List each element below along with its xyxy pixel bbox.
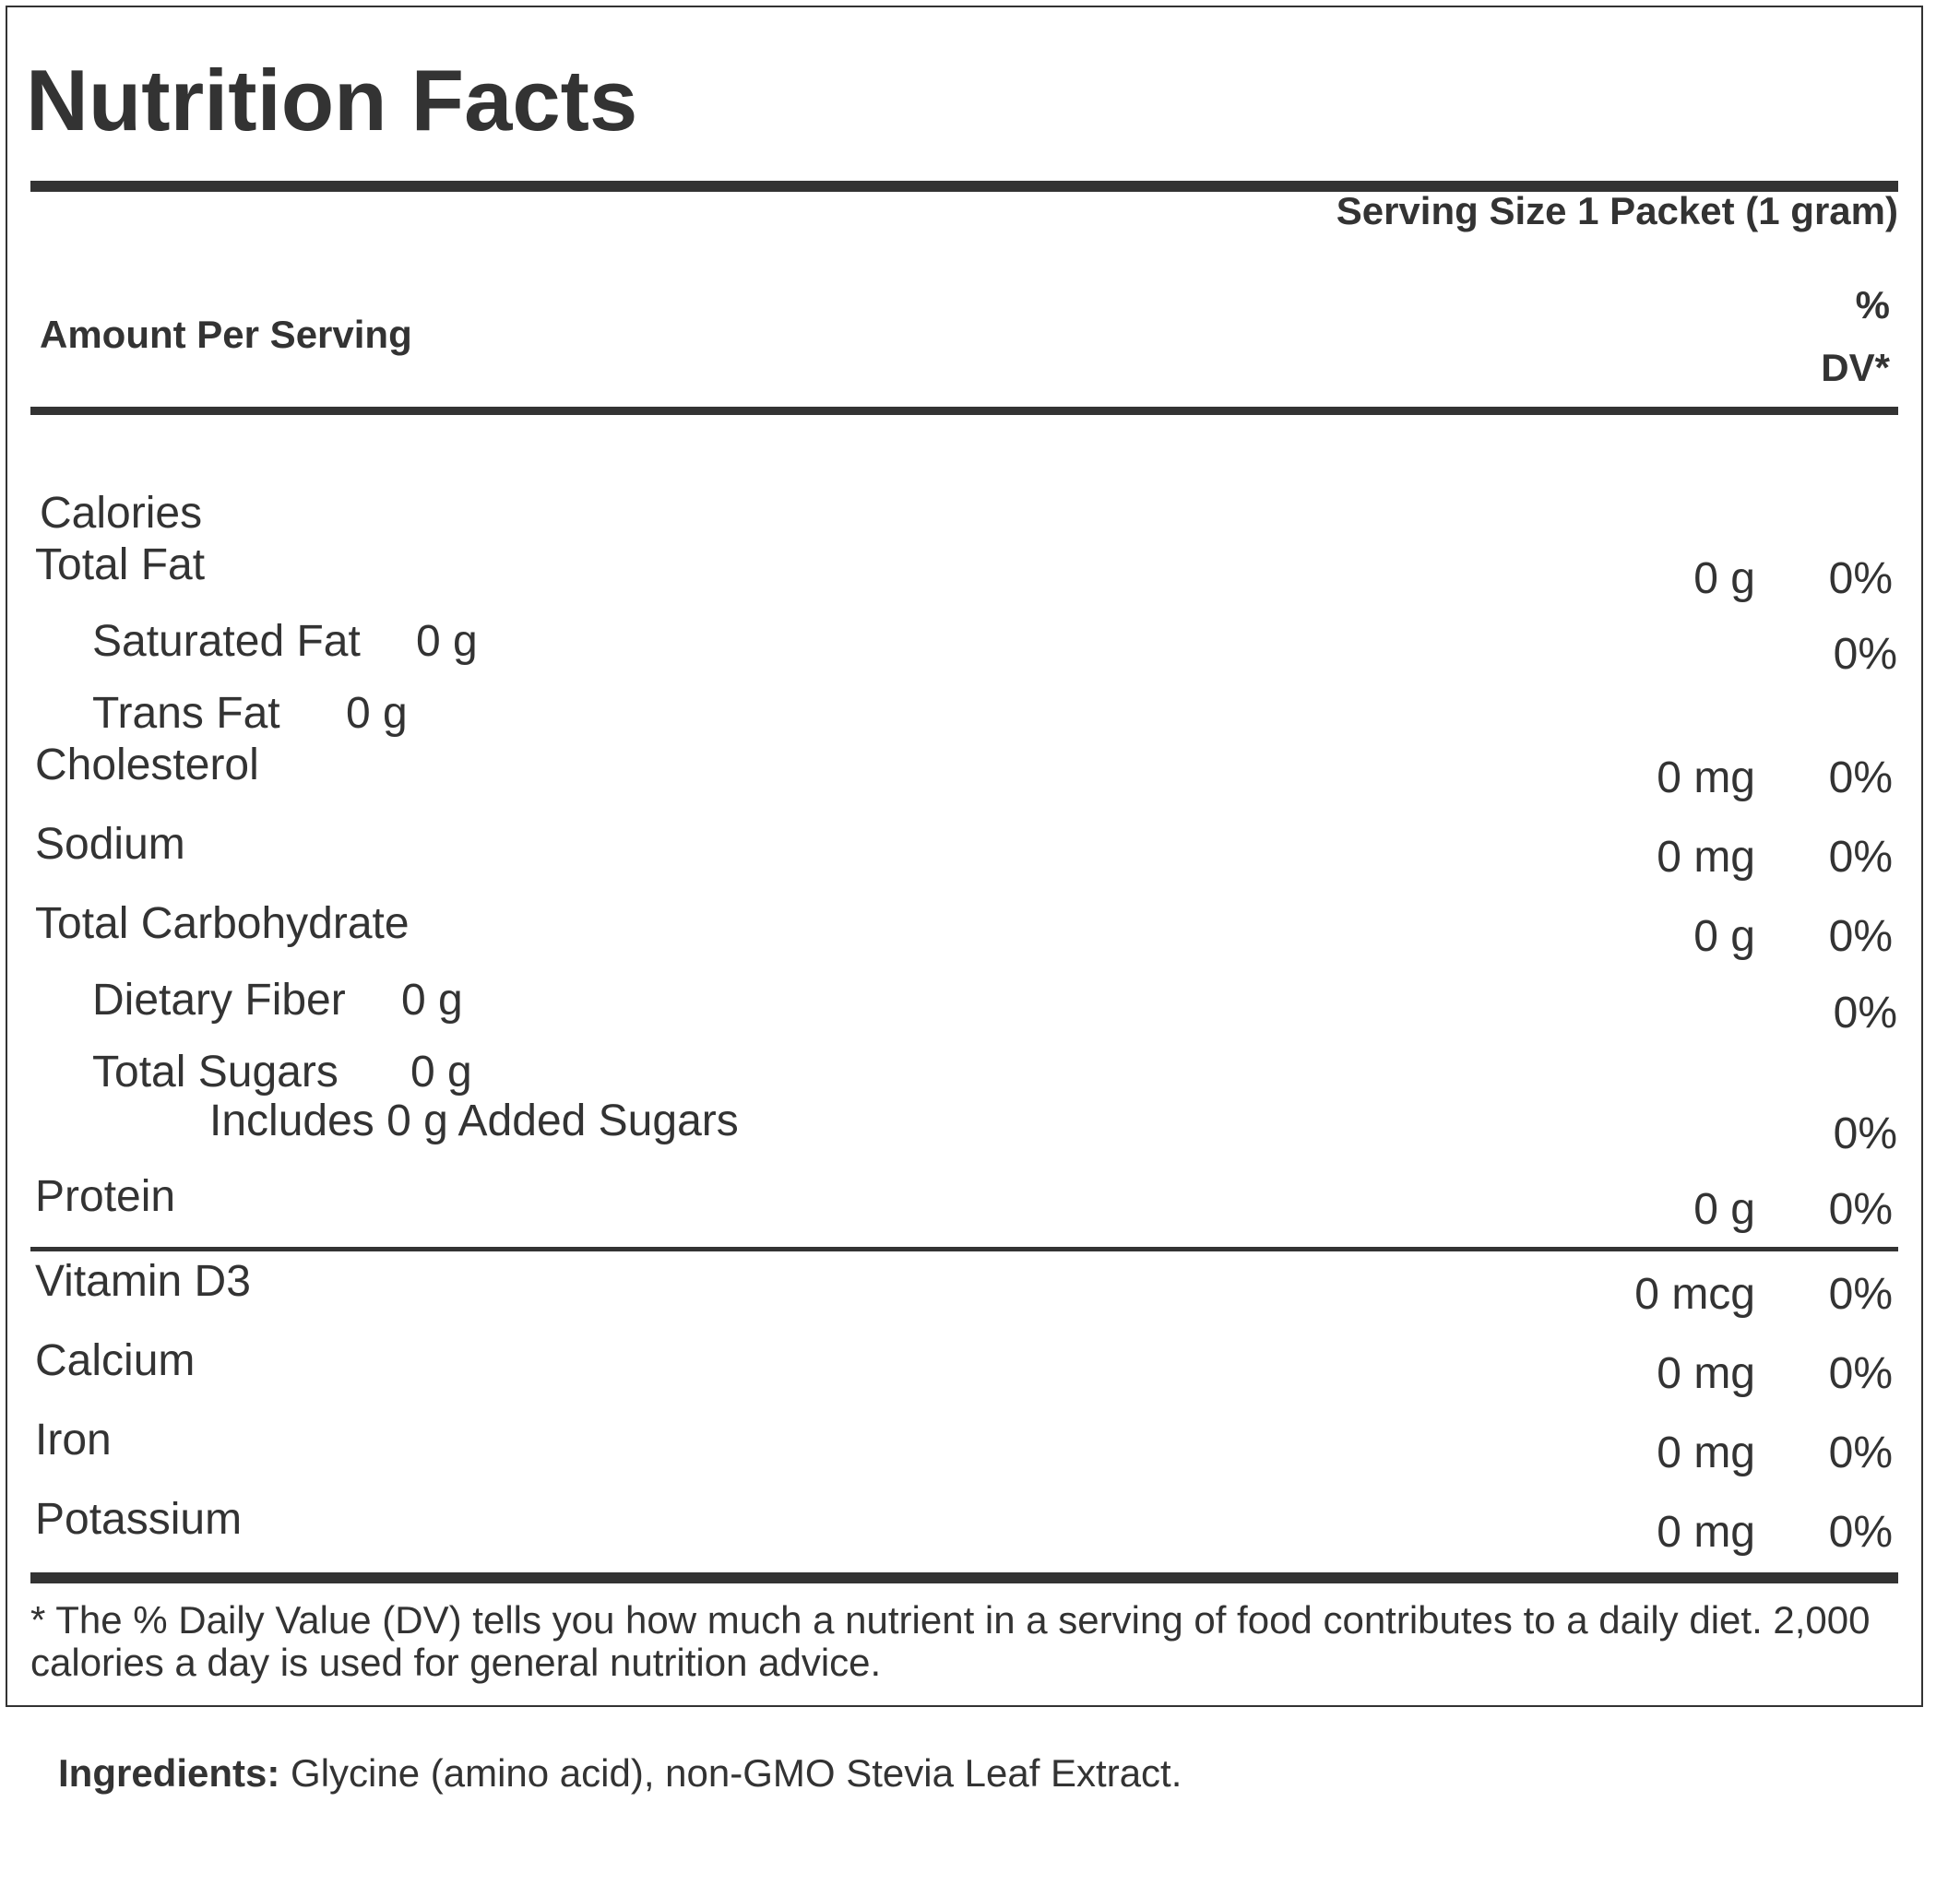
header-rule: [30, 407, 1898, 415]
nutrient-amount-trans-fat: 0 g: [346, 689, 408, 738]
vitamin-dv-calcium: 0%: [1828, 1349, 1893, 1398]
nutrient-dv-cholesterol: 0%: [1828, 753, 1893, 802]
nutrient-dv-saturated-fat: 0%: [1833, 630, 1897, 679]
vitamin-amount-vitamin-d3: 0 mcg: [1634, 1270, 1755, 1319]
label-title: Nutrition Facts: [26, 52, 638, 148]
nutrient-name-dietary-fiber: Dietary Fiber: [92, 976, 346, 1025]
amount-per-serving-header: Amount Per Serving: [40, 313, 412, 356]
vitamin-name-calcium: Calcium: [35, 1336, 196, 1385]
footnote-rule: [30, 1572, 1898, 1583]
nutrient-amount-total-sugars: 0 g: [410, 1048, 472, 1097]
vitamin-dv-iron: 0%: [1828, 1429, 1893, 1477]
nutrient-name-added-sugars: Includes 0 g Added Sugars: [209, 1097, 739, 1145]
vitamin-name-potassium: Potassium: [35, 1495, 243, 1544]
nutrient-amount-sodium: 0 mg: [1657, 833, 1755, 882]
calories-label: Calories: [40, 489, 203, 538]
nutrient-amount-total-carbohydrate: 0 g: [1693, 912, 1755, 961]
nutrient-name-trans-fat: Trans Fat: [92, 689, 280, 738]
nutrient-dv-sodium: 0%: [1828, 833, 1893, 882]
nutrient-name-total-sugars: Total Sugars: [92, 1048, 339, 1097]
nutrient-amount-cholesterol: 0 mg: [1657, 753, 1755, 802]
vitamin-amount-calcium: 0 mg: [1657, 1349, 1755, 1398]
nutrition-facts-label: [6, 6, 1923, 1707]
daily-value-footnote: * The % Daily Value (DV) tells you how m…: [30, 1598, 1871, 1684]
nutrient-amount-protein: 0 g: [1693, 1185, 1755, 1234]
vitamin-amount-potassium: 0 mg: [1657, 1508, 1755, 1557]
vitamin-dv-potassium: 0%: [1828, 1508, 1893, 1557]
vitamin-name-vitamin-d3: Vitamin D3: [35, 1257, 251, 1306]
nutrient-name-cholesterol: Cholesterol: [35, 741, 259, 789]
nutrient-dv-total-carbohydrate: 0%: [1828, 912, 1893, 961]
title-rule: [30, 181, 1898, 192]
ingredients-statement: Ingredients: Glycine (amino acid), non-G…: [58, 1754, 1182, 1793]
dv-header-percent: %: [1855, 283, 1890, 326]
serving-size: Serving Size 1 Packet (1 gram): [1336, 189, 1898, 232]
nutrient-dv-added-sugars: 0%: [1833, 1109, 1897, 1158]
vitamin-amount-iron: 0 mg: [1657, 1429, 1755, 1477]
nutrient-name-saturated-fat: Saturated Fat: [92, 617, 361, 666]
ingredients-text: Glycine (amino acid), non-GMO Stevia Lea…: [279, 1751, 1182, 1795]
nutrient-name-protein: Protein: [35, 1172, 176, 1221]
nutrient-amount-total-fat: 0 g: [1693, 554, 1755, 603]
nutrient-dv-protein: 0%: [1828, 1185, 1893, 1234]
nutrient-dv-total-fat: 0%: [1828, 554, 1893, 603]
nutrient-name-sodium: Sodium: [35, 820, 185, 869]
dv-header-dv: DV*: [1821, 346, 1890, 389]
nutrient-name-total-carbohydrate: Total Carbohydrate: [35, 899, 410, 948]
nutrient-amount-dietary-fiber: 0 g: [401, 976, 463, 1025]
vitamin-dv-vitamin-d3: 0%: [1828, 1270, 1893, 1319]
nutrient-dv-dietary-fiber: 0%: [1833, 989, 1897, 1037]
vitamins-rule: [30, 1247, 1898, 1251]
nutrient-name-total-fat: Total Fat: [35, 540, 206, 589]
vitamin-name-iron: Iron: [35, 1416, 112, 1464]
nutrient-amount-saturated-fat: 0 g: [416, 617, 478, 666]
ingredients-label: Ingredients:: [58, 1751, 280, 1795]
